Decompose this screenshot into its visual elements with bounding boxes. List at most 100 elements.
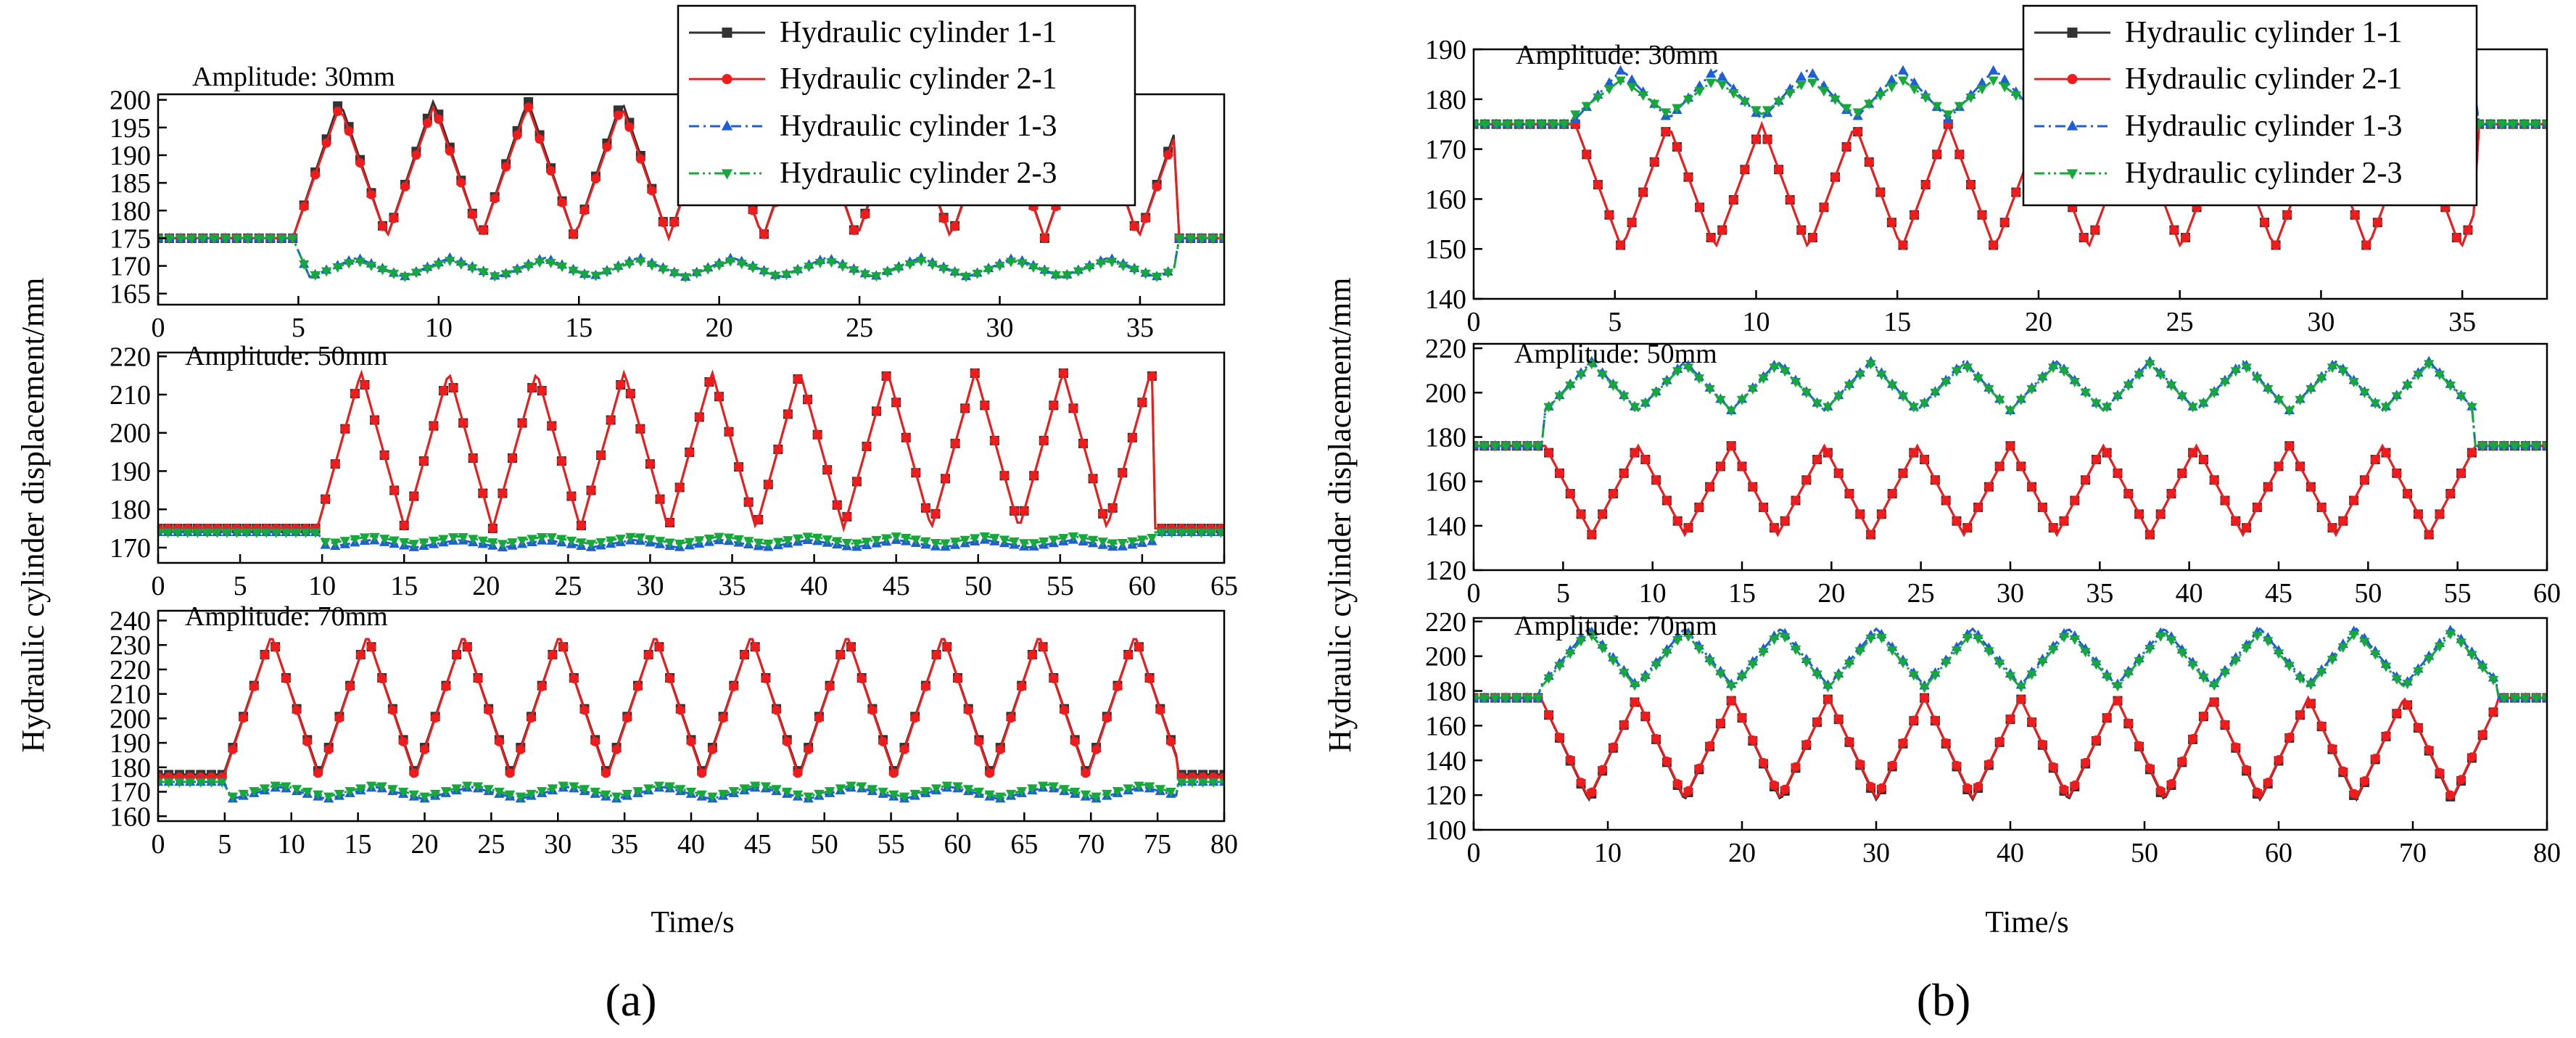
subplot-1-series-2-point	[569, 229, 579, 239]
subplot-4-series-2-point	[2350, 210, 2360, 220]
subplot-5-series-4-point	[1565, 381, 1576, 391]
legend-a-entry-1: Hydraulic cylinder 1-1	[780, 16, 1057, 49]
subplot-5-x-tick-label: 15	[1728, 578, 1756, 609]
subplot-1-series-4-point	[994, 261, 1005, 271]
subplot-3-series-2-point	[846, 642, 856, 652]
subplot-5-series-2-point	[1587, 530, 1597, 540]
subplot-3-series-4-point	[291, 785, 302, 795]
subplot-6-series-4-point	[2219, 669, 2231, 679]
subplot-2-series-4-point	[1018, 539, 1030, 549]
subplot-6-series-4-point	[1619, 669, 1630, 679]
subplot-6-series-4-point	[2531, 693, 2542, 704]
subplot-6-series-2-point	[2477, 730, 2488, 740]
subplot-3-series-4-point	[632, 787, 643, 797]
subplot-5-series-2-point	[1694, 502, 1704, 512]
subplot-5-series-4-point	[2541, 442, 2547, 452]
subplot-4-series-2-point	[1638, 187, 1648, 197]
subplot-6-x-tick-label: 0	[1467, 838, 1481, 868]
subplot-6-series-2-point	[1833, 714, 1844, 724]
subplot-4-series-3-point	[1807, 67, 1818, 78]
subplot-1-series-4-point	[175, 234, 186, 244]
subplot-3-series-2-point	[1070, 736, 1080, 746]
subplot-6-series-2-point	[1812, 717, 1822, 727]
subplot-3-x-tick-label: 70	[1077, 829, 1105, 860]
subplot-2-series-2-point	[1088, 474, 1098, 484]
subplot-6-series-4-point	[2198, 673, 2209, 683]
subplot-2-series-2-point	[694, 412, 704, 422]
subplot-1-series-2-point	[658, 218, 668, 228]
subplot-1-series-4-point	[938, 265, 949, 275]
subplot-3-series-2-point	[409, 768, 419, 778]
subplot-6-series-4-point	[2273, 649, 2284, 659]
subplot-4-series-4-point	[1570, 110, 1581, 120]
subplot-1-series-4	[158, 234, 1224, 283]
subplot-2-series-4-point	[949, 537, 961, 548]
subplot-3-series-2-point	[334, 713, 344, 723]
subplot-3-x-tick-label: 50	[811, 829, 838, 860]
subplot-1-series-4-point	[490, 272, 500, 282]
subplot-2-series-4-point	[910, 535, 921, 545]
subplot-5-series-2-point	[1544, 448, 1554, 458]
subplot-2-series-4-point	[625, 532, 636, 543]
subplot-2-series-2-point	[527, 383, 537, 393]
subplot-3-series-4-point	[856, 782, 867, 792]
subplot-2-series-4-point	[1028, 539, 1039, 549]
subplot-5-series-4-point	[2209, 388, 2220, 398]
subplot-1-series-2-point	[344, 126, 354, 136]
subplot-3-series-2-point	[579, 705, 590, 715]
subplot-3-series-4-point	[1112, 787, 1123, 797]
subplot-2-series-4-point	[940, 539, 951, 549]
subplot-5-series-4-point	[1490, 442, 1500, 452]
subplot-6-series-2-point	[2016, 694, 2026, 704]
subplot-1-series-4-point	[478, 268, 489, 278]
subplot-5-series-2-point	[1715, 461, 1725, 471]
subplot-1-series-4-point	[960, 272, 972, 282]
subplot-3-x-tick-label: 65	[1010, 829, 1038, 860]
subplot-2-series-4-point	[1176, 528, 1187, 538]
subplot-6-series-4-point	[2498, 693, 2509, 704]
subplot-3-series-2-point	[931, 650, 941, 660]
subplot-2-series-2-point	[862, 441, 872, 451]
subplot-3-series-2-point	[260, 650, 270, 660]
subplot-3-series-2-point	[878, 736, 888, 746]
subplot-5-series-2-point	[1941, 495, 1951, 506]
subplot-5: 0 5 10 15 20 25 30 35 40 45 50 55 60 120 140 160 180 200 2…	[1425, 334, 2561, 609]
subplot-6-x-tick-label: 30	[1862, 838, 1890, 868]
subplot-2-y-tick-label: 190	[110, 456, 151, 487]
subplot-5-series-2-point	[1791, 495, 1801, 506]
subplot-6-series-4-point	[2058, 633, 2070, 643]
subplot-1-series-4-point	[916, 257, 927, 267]
subplot-6-series-2-point	[2338, 766, 2348, 776]
subplot-4-series-2-point	[1751, 134, 1761, 144]
subplot-1-series-4-point	[871, 272, 882, 282]
subplot-1-series-4-point	[1152, 272, 1163, 282]
subplot-4-series-2-point	[1819, 202, 1829, 213]
subplot-5-x-tick-label: 25	[1907, 578, 1935, 609]
subplot-3-series-2-point	[814, 713, 824, 723]
subplot-4-series-2-point	[1796, 225, 1807, 235]
subplot-2-series-2-point	[754, 514, 764, 524]
subplot-2-series-4-point	[158, 528, 164, 538]
subplot-3-series-4-point	[472, 782, 484, 792]
subplot-5-series-2-point	[2274, 461, 2284, 471]
subplot-5-series-4-point	[1865, 360, 1876, 370]
subplot-2-series-4-point	[1205, 528, 1217, 538]
subplot-3-series-4-point	[1059, 785, 1070, 795]
subplot-2-series-2-point	[409, 491, 419, 501]
subplot-6-series-4-point	[1941, 659, 1952, 669]
subplot-3-series-4-point	[888, 790, 899, 800]
subplot-6-series-4-point	[1951, 646, 1962, 656]
subplot-2-series-4-point	[703, 534, 715, 544]
subplot-3-series-2-point	[366, 642, 376, 652]
subplot-5-series-2-point	[2113, 468, 2123, 478]
subplot-2-series-4-point	[556, 535, 567, 545]
subplot-5-series-2-point	[1801, 475, 1812, 485]
subplot-1-series-4-point	[1005, 258, 1017, 268]
subplot-3-x-tick-label: 15	[344, 829, 372, 860]
subplot-1-series-2-point	[1141, 213, 1151, 223]
subplot-3-series-2-point	[675, 705, 685, 715]
subplot-2-series-4-point	[772, 537, 784, 548]
subplot-5-amplitude-label: Amplitude: 50mm	[1514, 339, 1717, 369]
subplot-1-series-2-point	[602, 142, 612, 152]
subplot-3-series-2-point	[1102, 713, 1112, 723]
